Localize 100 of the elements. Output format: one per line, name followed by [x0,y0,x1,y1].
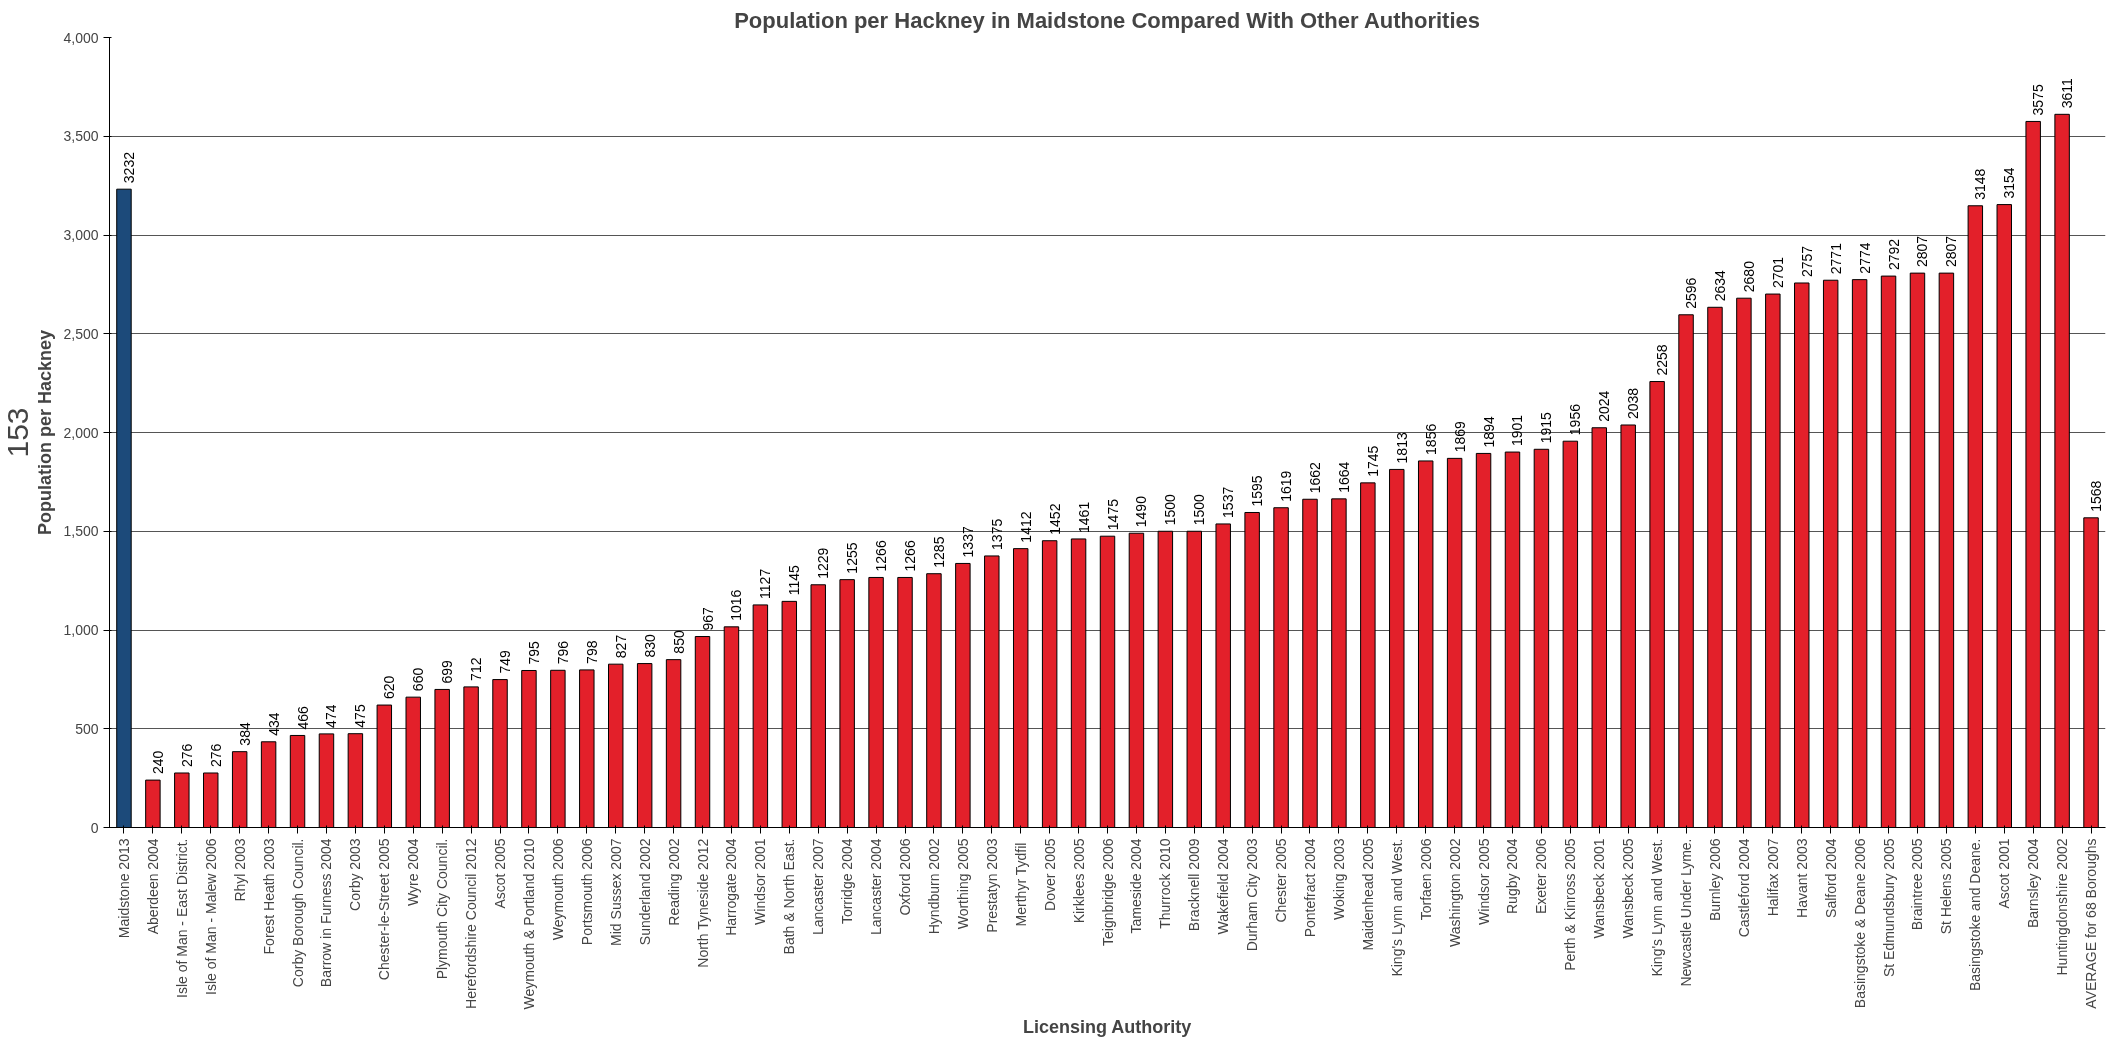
x-tick-label: Ascot 2005 [492,838,509,909]
data-label: 1475 [1104,498,1121,531]
x-tick-label: Chester 2005 [1273,838,1290,923]
y-tick-label: 2,000 [63,424,99,441]
x-tick-label: Portsmouth 2006 [578,838,595,946]
data-label: 1745 [1364,445,1381,477]
x-tick-label: Bath & North East. [781,838,798,955]
x-tick-label: Herefordshire Council 2012 [463,838,480,1009]
data-label: 1412 [1017,511,1034,543]
x-tick-label: Sunderland 2002 [636,838,653,946]
x-tick-label: Rugby 2004 [1504,838,1521,914]
x-tick-label: Windsor 2005 [1475,838,1492,925]
data-label: 1894 [1480,416,1497,448]
y-tick-label: 1,000 [63,622,99,638]
x-tick-label: Wyre 2004 [405,838,422,907]
x-tick-label: North Tyneside 2012 [694,838,711,968]
x-tick-label: Isle of Man - Malew 2006 [202,838,219,995]
x-tick-label: St Edmundsbury 2005 [1880,838,1897,978]
x-tick-label: Weymouth 2006 [549,838,566,941]
y-tick-label: 2,500 [63,325,99,342]
data-label: 1500 [1162,493,1179,526]
y-tick-label: 3,000 [63,227,99,243]
x-tick-label: Maidenhead 2005 [1359,838,1376,951]
x-tick-label: Mid Sussex 2007 [607,838,624,946]
data-label: 3154 [2001,167,2018,199]
x-tick-label: Thurrock 2010 [1157,838,1174,929]
x-tick-label: Merthyr Tydfil [1012,842,1029,927]
data-label: 1856 [1422,423,1439,455]
x-tick-label: Durham City 2003 [1244,838,1261,952]
x-tick-label: Torfaen 2006 [1417,838,1434,921]
data-label: 1662 [1306,461,1323,494]
x-tick-label: Oxford 2006 [897,838,914,916]
x-tick-label: Barnsley 2004 [2025,838,2042,928]
data-label: 240 [149,750,166,775]
x-tick-label: Ascot 2001 [1996,838,2013,909]
data-label: 1266 [873,540,890,572]
x-tick-label: Perth & Kinross 2005 [1562,838,1579,971]
data-label: 1619 [1278,470,1295,502]
data-label: 3148 [1972,168,1989,200]
data-label: 3575 [2030,84,2047,116]
data-label: 1337 [959,526,976,558]
x-tick-label: Wansbeck 2001 [1591,838,1608,939]
x-tick-label: Castleford 2004 [1735,838,1752,938]
data-label: 1568 [2088,480,2105,512]
x-tick-label: Isle of Man - East District. [173,838,190,998]
x-tick-label: Prestatyn 2003 [983,838,1000,933]
data-label: 850 [670,630,687,654]
data-label: 1901 [1509,414,1526,447]
x-tick-label: Chester-le-Street 2005 [376,838,393,981]
data-label: 1500 [1191,493,1208,526]
x-tick-label: Hyndburn 2002 [925,838,942,935]
x-tick-label: Wansbeck 2005 [1620,838,1637,939]
data-label: 1915 [1538,411,1555,444]
data-label: 2757 [1798,245,1815,277]
data-label: 2807 [1943,235,1960,268]
data-label: 967 [699,606,716,631]
x-tick-label: Basingstoke and Deane. [1967,838,1984,992]
y-tick-label: 500 [75,720,99,737]
data-label: 2038 [1625,387,1642,419]
data-label: 2258 [1654,344,1671,376]
data-label: 749 [497,650,514,674]
x-tick-label: Basingstoke & Deane 2006 [1851,838,1868,1009]
data-label: 660 [410,667,427,692]
data-label: 1016 [728,589,745,621]
y-tick-label: 4,000 [63,29,99,46]
x-tick-label: Braintree 2005 [1909,838,1926,931]
x-tick-label: Weymouth & Portland 2010 [520,838,537,1010]
data-label: 434 [265,712,282,736]
data-label: 1490 [1133,495,1150,528]
x-tick-label: Bracknell 2009 [1186,838,1203,932]
x-tick-label: Salford 2004 [1822,838,1839,918]
text: 153 [0,407,34,458]
x-tick-label: Torridge 2004 [839,838,856,925]
data-label: 2807 [1914,235,1931,268]
data-label: 276 [207,743,224,767]
x-tick-label: King's Lynn and West. [1388,838,1405,977]
x-tick-label: King's Lynn and West. [1649,838,1666,977]
data-label: 1869 [1451,421,1468,453]
data-label: 620 [381,675,398,700]
data-label: 795 [525,640,542,665]
x-tick-label: Windsor 2001 [752,838,769,925]
data-label: 712 [468,657,485,681]
x-tick-label: Plymouth City Council. [434,838,451,980]
x-tick-label: Aberdeen 2004 [144,838,161,935]
data-label: 1664 [1335,461,1352,493]
data-label: 2701 [1769,256,1786,289]
data-label: 827 [612,634,629,659]
data-label: 2596 [1683,277,1700,309]
x-tick-label: Washington 2002 [1446,838,1463,947]
x-tick-label: Wakefield 2004 [1215,838,1232,935]
x-tick-label: Dover 2005 [1041,838,1058,911]
data-label: 276 [178,743,195,767]
x-tick-label: Woking 2003 [1330,838,1347,920]
x-tick-label: Tameside 2004 [1128,838,1145,934]
data-label: 1375 [988,518,1005,550]
data-label: 1813 [1393,432,1410,464]
data-label: 2792 [1885,238,1902,271]
data-label: 1537 [1220,486,1237,518]
y-axis-title: Population per Hackney [35,329,56,536]
x-tick-label: Barrow in Furness 2004 [318,838,335,988]
